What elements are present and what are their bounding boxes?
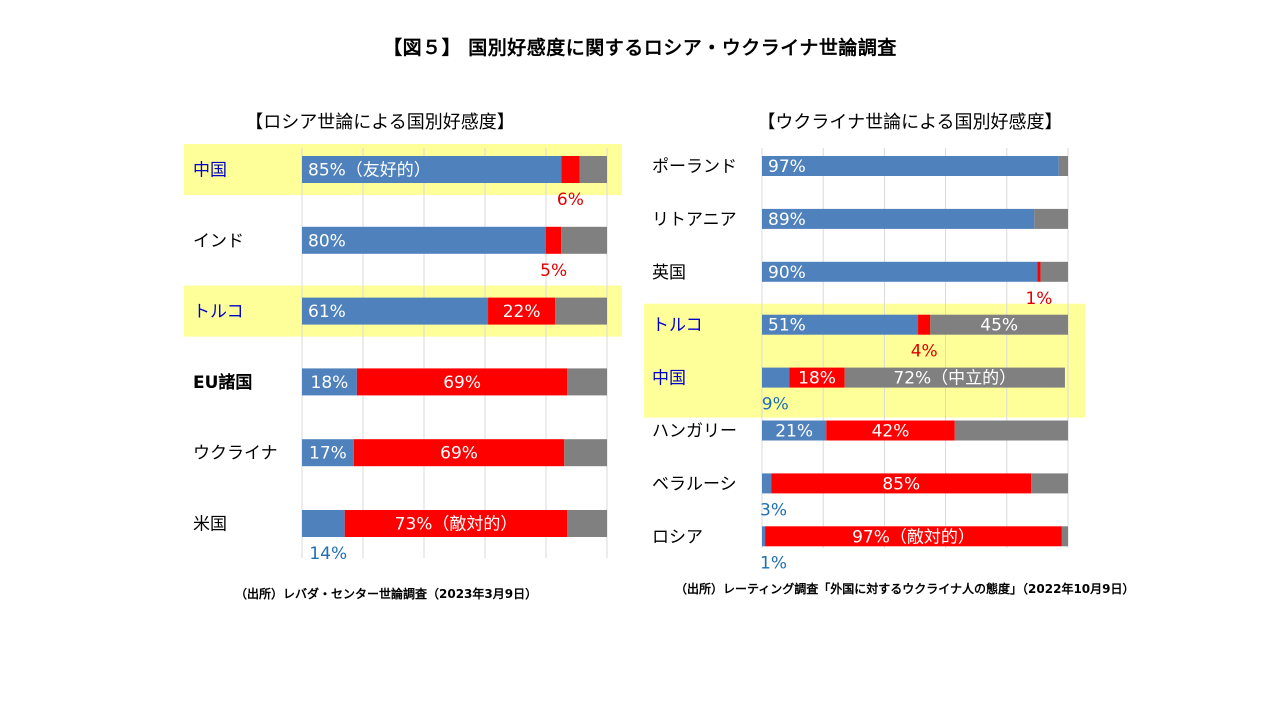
data-label: 42% [872,422,910,442]
data-label: 97%（敵対的） [852,527,975,547]
data-label: 80% [308,231,346,251]
category-label: トルコ [193,302,244,322]
bar-segment-hostile [488,297,556,325]
category-label: ロシア [652,527,703,547]
bar-segment-neutral [1061,526,1068,547]
category-label: ウクライナ [193,444,278,464]
data-label: 69% [443,373,481,393]
bar-segment-neutral [567,368,607,396]
data-label-outside: 14% [309,544,347,564]
right-chart: ポーランド 97% リトアニア 89% 英国 90% 1% トルコ 51% 4% 45% 中国 9% 18… [644,148,1085,573]
bar-segment-friendly [302,156,562,183]
bar-segment-neutral [1040,261,1068,282]
right-source-note: （出所）レーティング調査「外国に対するウクライナ人の態度」（2022年10月9日… [675,582,1135,596]
bar-segment-friendly [302,297,489,325]
data-label-outside: 1% [760,553,787,573]
bar-segment-neutral [555,297,607,325]
bar-segment-hostile [546,226,562,254]
data-label: 73%（敵対的） [395,515,518,535]
bar-segment-friendly [762,261,1038,282]
category-label: 中国 [652,369,686,389]
data-label-outside: 1% [1025,289,1052,309]
category-label: 英国 [652,263,686,283]
bar-segment-hostile [826,420,955,441]
bar-segment-friendly [302,368,357,396]
bar-segment-neutral [954,420,1068,441]
bar-segment-friendly [762,473,772,494]
bar-segment-friendly [762,314,919,335]
category-label: 米国 [193,515,227,535]
data-label: 97% [768,157,806,177]
bar-segment-neutral [844,367,1065,388]
bar-segment-hostile [918,314,931,335]
data-label: 51% [768,316,806,336]
category-label: リトアニア [652,210,737,230]
bar-segment-friendly [302,510,345,537]
bar-segment-neutral [561,226,607,254]
left-chart-title: 【ロシア世論による国別好感度】 [245,112,515,133]
data-label: 21% [775,422,813,442]
bar-segment-friendly [302,439,354,467]
category-label: ポーランド [652,157,737,177]
data-label: 61% [308,302,346,322]
data-label: 89% [768,210,806,230]
category-label: ハンガリー [652,422,737,442]
left-source-note: （出所）レバダ・センター世論調査（2023年3月9日） [235,587,538,601]
data-label-outside: 5% [540,261,567,281]
bar-segment-hostile [344,510,568,537]
bar-segment-neutral [564,439,607,467]
category-label: EU諸国 [193,372,252,393]
data-label: 69% [440,444,478,464]
data-label: 45% [980,316,1018,336]
left-chart: 中国 85%（友好的） 6% インド 80% 5% トルコ 61% 22% EU諸国 18% 69% ウ… [184,144,622,564]
category-label: ベラルーシ [652,474,737,494]
data-label-outside: 3% [760,500,787,520]
bar-segment-friendly [762,420,827,441]
bar-segment-friendly [302,226,546,254]
data-label-outside: 9% [762,395,789,415]
bar-segment-hostile [789,367,845,388]
bar-segment-friendly [762,156,1059,176]
category-label: トルコ [652,316,703,336]
data-label: 18% [798,369,836,389]
page-title: 【図５】 国別好感度に関するロシア・ウクライナ世論調査 [383,37,897,59]
bar-segment-neutral [567,510,607,537]
data-label: 90% [768,263,806,283]
data-label: 17% [309,444,347,464]
bar-segment-hostile [561,156,580,183]
bar-segment-hostile [765,526,1062,547]
data-label: 85% [882,474,920,494]
bar-segment-hostile [353,439,565,467]
data-label: 85%（友好的） [308,161,431,181]
right-chart-title: 【ウクライナ世論による国別好感度】 [757,112,1063,133]
bar-segment-friendly [762,526,766,547]
category-label: 中国 [193,161,227,181]
bar-segment-hostile [771,473,1032,494]
data-label: 22% [503,302,541,322]
bar-segment-friendly [762,208,1035,229]
data-label-outside: 6% [557,190,584,210]
data-label: 18% [311,373,349,393]
data-label-outside: 4% [911,342,938,362]
bar-segment-neutral [1058,156,1068,176]
bar-segment-neutral [579,156,607,183]
data-label: 72%（中立的） [893,369,1016,389]
bar-segment-neutral [930,314,1068,335]
bar-segment-neutral [1031,473,1068,494]
bar-segment-neutral [1034,208,1068,229]
bar-segment-hostile [356,368,568,396]
bar-segment-friendly [762,367,790,388]
bar-segment-hostile [1037,261,1041,282]
category-label: インド [193,231,244,251]
